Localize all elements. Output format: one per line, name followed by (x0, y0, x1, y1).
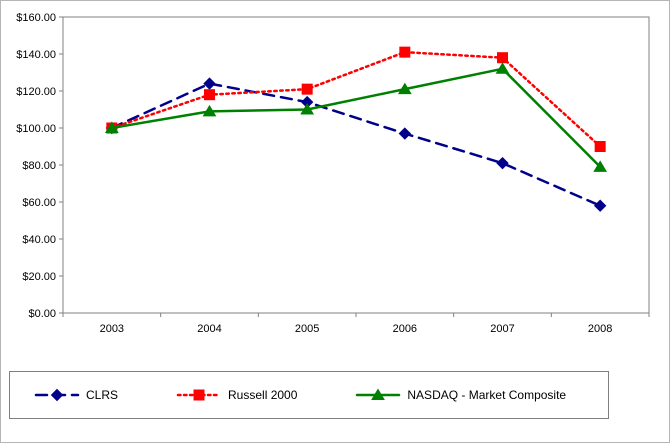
svg-text:$60.00: $60.00 (22, 197, 56, 209)
legend-label: NASDAQ - Market Composite (407, 388, 567, 402)
svg-text:$0.00: $0.00 (28, 308, 56, 320)
legend-item-russell-2000: Russell 2000 (176, 388, 297, 402)
legend-sample (176, 389, 222, 401)
svg-text:2003: 2003 (100, 323, 124, 335)
svg-text:2007: 2007 (490, 323, 514, 335)
svg-text:$140.00: $140.00 (16, 49, 56, 61)
svg-text:2006: 2006 (393, 323, 417, 335)
legend-sample (356, 388, 401, 400)
legend-sample (34, 388, 80, 402)
svg-text:$120.00: $120.00 (16, 86, 56, 98)
svg-text:$40.00: $40.00 (22, 234, 56, 246)
legend-item-nasdaq-market-composite: NASDAQ - Market Composite (355, 388, 566, 402)
chart-legend: CLRS Russell 2000 NASDAQ - Market Compos… (9, 371, 609, 419)
svg-text:$80.00: $80.00 (22, 160, 56, 172)
svg-text:2004: 2004 (197, 323, 221, 335)
svg-text:$160.00: $160.00 (16, 12, 56, 24)
svg-text:2008: 2008 (588, 323, 612, 335)
legend-label: Russell 2000 (228, 388, 298, 402)
legend-label: CLRS (86, 388, 119, 402)
chart-svg: $0.00 $20.00 $40.00 $60.00 $80.00 $100.00 $120… (16, 12, 650, 335)
svg-text:2005: 2005 (295, 323, 319, 335)
svg-text:$100.00: $100.00 (16, 123, 56, 135)
svg-text:$20.00: $20.00 (22, 271, 56, 283)
legend-item-clrs: CLRS (34, 388, 118, 402)
